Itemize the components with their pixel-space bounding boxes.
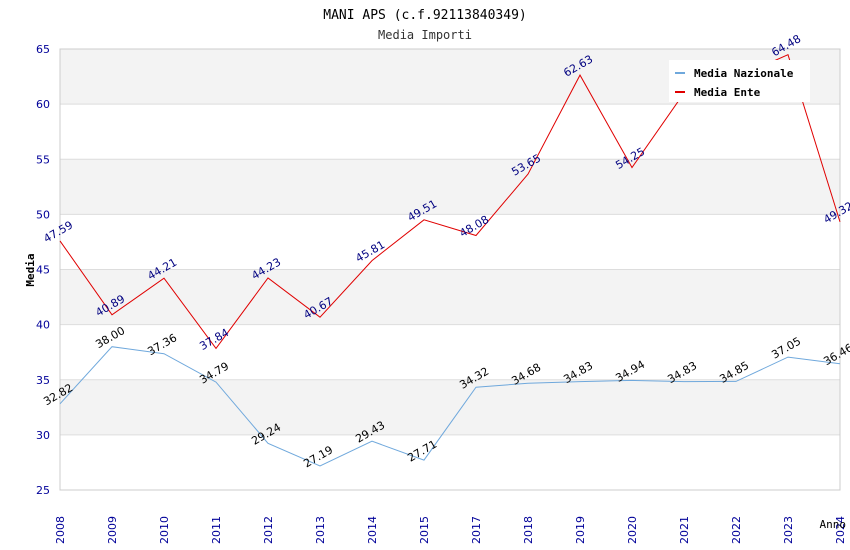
y-tick-label: 55 <box>36 153 50 166</box>
x-tick-label: 2010 <box>158 516 171 544</box>
legend-entry: Media Nazionale <box>694 67 794 80</box>
y-tick-label: 65 <box>36 43 50 56</box>
y-tick-label: 50 <box>36 208 50 221</box>
y-tick-label: 45 <box>36 264 50 277</box>
x-tick-label: 2008 <box>54 516 67 544</box>
plot-frame <box>59 48 841 491</box>
grid-band <box>60 379 840 435</box>
x-tick-label: 2021 <box>678 516 691 544</box>
x-tick-label: 2017 <box>470 516 483 544</box>
chart-subtitle: Media Importi <box>378 28 472 42</box>
x-tick-label: 2011 <box>210 516 223 544</box>
y-tick-label: 30 <box>36 429 50 442</box>
y-tick-label: 60 <box>36 98 50 111</box>
y-axis: 25 30 35 40 45 50 55 60 65 <box>36 43 50 497</box>
x-tick-label: 2022 <box>730 516 743 544</box>
grid-band <box>60 269 840 325</box>
x-tick-label: 2018 <box>522 516 535 544</box>
grid-band <box>60 214 840 270</box>
x-axis: 2008 2009 2010 2011 2012 2013 2014 2015 2017 2018… <box>54 516 847 544</box>
y-axis-label: Media <box>24 253 37 286</box>
plot-background <box>59 48 841 491</box>
x-tick-label: 2013 <box>314 516 327 544</box>
y-tick-label: 35 <box>36 374 50 387</box>
x-tick-label: 2020 <box>626 516 639 544</box>
x-tick-label: 2009 <box>106 516 119 544</box>
chart-title: MANI APS (c.f.92113840349) <box>323 8 527 23</box>
legend: Media Nazionale Media Ente <box>669 60 810 102</box>
x-tick-label: 2019 <box>574 516 587 544</box>
x-tick-label: 2012 <box>262 516 275 544</box>
x-axis-label: Anno <box>820 518 847 531</box>
y-tick-label: 25 <box>36 484 50 497</box>
x-tick-label: 2015 <box>418 516 431 544</box>
x-tick-label: 2023 <box>782 516 795 544</box>
grid-band <box>60 159 840 215</box>
x-tick-label: 2024 <box>834 516 847 544</box>
grid-band <box>60 324 840 380</box>
legend-box <box>669 60 810 102</box>
legend-entry: Media Ente <box>694 86 761 99</box>
x-tick-label: 2014 <box>366 516 379 544</box>
y-tick-label: 40 <box>36 319 50 332</box>
series-line-media-nazionale <box>59 346 841 467</box>
grid-band <box>60 104 840 160</box>
grid-band <box>60 434 840 490</box>
